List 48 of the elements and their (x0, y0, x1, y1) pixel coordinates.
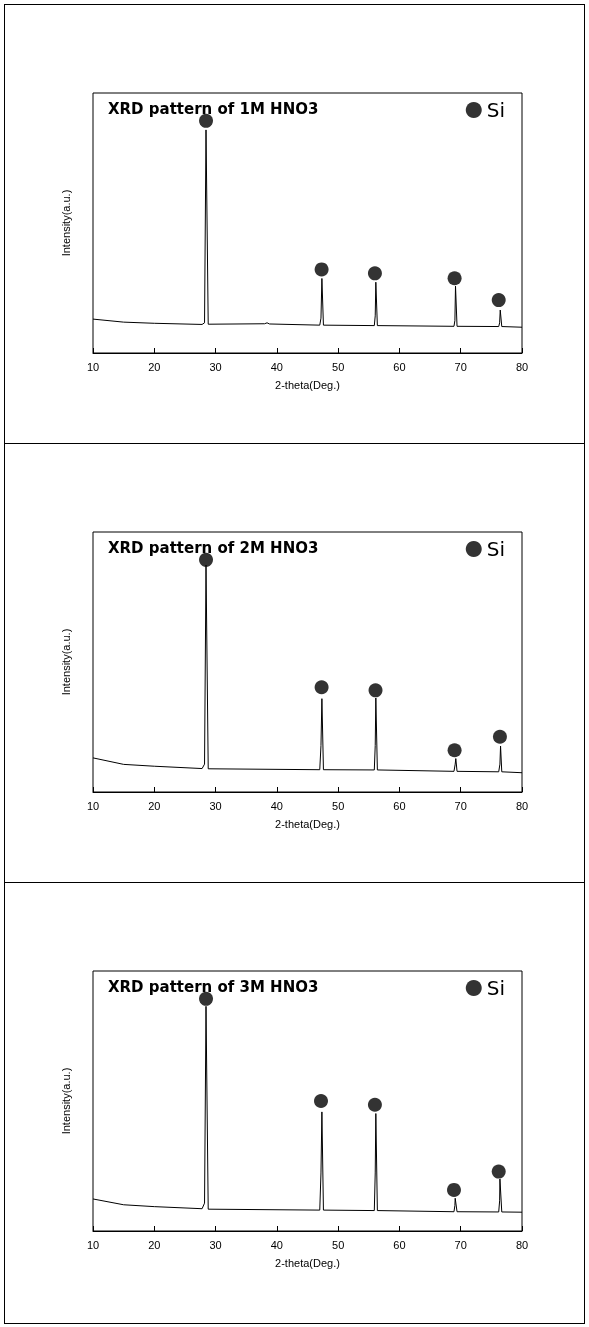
x-tick-label: 10 (86, 1238, 100, 1251)
x-tick-label: 80 (515, 360, 529, 373)
x-tick-label: 50 (332, 360, 345, 373)
legend-label: Si (486, 976, 506, 1000)
point (314, 680, 329, 695)
x-tick-label: 70 (454, 1238, 467, 1251)
chart-title: XRD pattern of 2M HNO3 (108, 538, 319, 557)
chart-title: XRD pattern of 3M HNO3 (108, 977, 319, 996)
x-tick-label: 40 (270, 1238, 283, 1251)
x-tick-label: 60 (393, 799, 406, 812)
x-tick-label: 20 (148, 1238, 161, 1251)
legend-label: Si (486, 98, 506, 122)
x-tick-label: 20 (148, 799, 161, 812)
x-tick-label: 70 (454, 360, 467, 373)
point (367, 1097, 382, 1112)
x-axis-title: 2-theta(Deg.) (275, 378, 340, 391)
x-tick-label: 30 (209, 360, 222, 373)
x-tick-label: 80 (515, 1238, 529, 1251)
x-tick-label: 40 (270, 360, 283, 373)
x-tick-label: 10 (86, 360, 100, 373)
legend-label: Si (486, 537, 506, 561)
x-axis-title: 2-theta(Deg.) (275, 817, 340, 830)
point (367, 266, 382, 281)
point (314, 262, 329, 277)
y-axis-title: Intensity(a.u.) (59, 628, 72, 696)
chart-title: XRD pattern of 1M HNO3 (108, 99, 319, 118)
point (446, 1182, 461, 1197)
x-tick-label: 20 (148, 360, 161, 373)
point (491, 1164, 506, 1179)
x-axis-title: 2-theta(Deg.) (275, 1256, 340, 1269)
x-tick-label: 80 (515, 799, 529, 812)
x-tick-label: 10 (86, 799, 100, 812)
point (492, 729, 507, 744)
point (368, 683, 383, 698)
point (447, 743, 462, 758)
x-tick-label: 50 (332, 799, 345, 812)
x-tick-label: 50 (332, 1238, 345, 1251)
point (314, 1094, 328, 1108)
point (447, 271, 462, 286)
x-tick-label: 70 (454, 799, 467, 812)
x-tick-label: 60 (393, 1238, 406, 1251)
x-tick-label: 30 (209, 799, 222, 812)
y-axis-title: Intensity(a.u.) (59, 1067, 72, 1135)
x-tick-label: 30 (209, 1238, 222, 1251)
x-tick-label: 40 (270, 799, 283, 812)
y-axis-title: Intensity(a.u.) (59, 189, 72, 257)
point (491, 293, 506, 308)
x-tick-label: 60 (393, 360, 406, 373)
